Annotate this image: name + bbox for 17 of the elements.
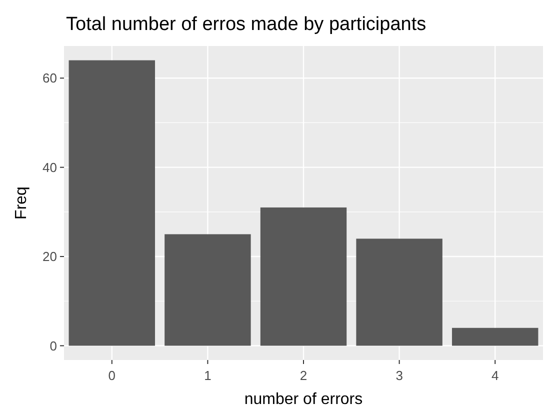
bar	[452, 328, 538, 346]
bar	[356, 238, 442, 346]
x-tick-label: 4	[491, 368, 499, 383]
x-axis-title: number of errors	[244, 391, 363, 408]
y-axis-title: Freq	[13, 186, 30, 220]
chart-title: Total number of erros made by participants	[66, 14, 426, 35]
y-tick-label: 40	[42, 160, 57, 175]
x-tick-label: 0	[108, 368, 116, 383]
y-tick-label: 20	[42, 249, 57, 264]
x-tick-label: 2	[300, 368, 308, 383]
bar	[68, 60, 156, 346]
y-tick-label: 60	[42, 70, 57, 86]
bar	[260, 207, 347, 346]
y-tick-label: 0	[50, 338, 57, 354]
bar	[164, 234, 251, 346]
x-tick-label: 1	[204, 368, 212, 383]
x-tick-label: 3	[396, 368, 403, 383]
